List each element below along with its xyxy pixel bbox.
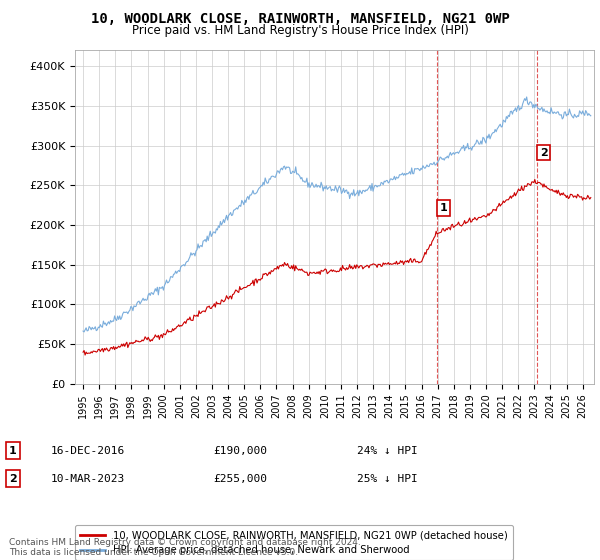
Text: Contains HM Land Registry data © Crown copyright and database right 2024.
This d: Contains HM Land Registry data © Crown c… (9, 538, 361, 557)
Text: 10, WOODLARK CLOSE, RAINWORTH, MANSFIELD, NG21 0WP: 10, WOODLARK CLOSE, RAINWORTH, MANSFIELD… (91, 12, 509, 26)
Text: 25% ↓ HPI: 25% ↓ HPI (357, 474, 418, 484)
Text: 2: 2 (9, 474, 17, 484)
Text: £190,000: £190,000 (213, 446, 267, 456)
Text: 10-MAR-2023: 10-MAR-2023 (51, 474, 125, 484)
Legend: 10, WOODLARK CLOSE, RAINWORTH, MANSFIELD, NG21 0WP (detached house), HPI: Averag: 10, WOODLARK CLOSE, RAINWORTH, MANSFIELD… (75, 525, 512, 560)
Text: £255,000: £255,000 (213, 474, 267, 484)
Text: 1: 1 (440, 203, 448, 213)
Text: 2: 2 (540, 147, 548, 157)
Text: 16-DEC-2016: 16-DEC-2016 (51, 446, 125, 456)
Text: 24% ↓ HPI: 24% ↓ HPI (357, 446, 418, 456)
Text: Price paid vs. HM Land Registry's House Price Index (HPI): Price paid vs. HM Land Registry's House … (131, 24, 469, 37)
Text: 1: 1 (9, 446, 17, 456)
